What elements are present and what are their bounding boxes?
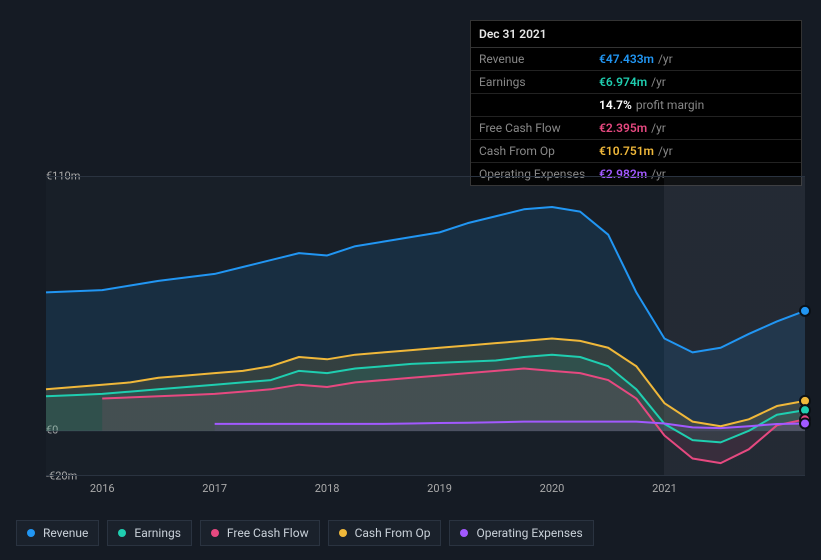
legend-item[interactable]: Operating Expenses <box>449 520 593 546</box>
tooltip-label <box>479 98 599 112</box>
legend-dot-icon <box>211 529 219 537</box>
legend-label: Earnings <box>134 526 181 540</box>
tooltip-row: Free Cash Flow€2.395m/yr <box>471 117 801 140</box>
legend-dot-icon <box>339 529 347 537</box>
legend-label: Revenue <box>43 526 88 540</box>
legend-item[interactable]: Cash From Op <box>328 520 442 546</box>
legend-dot-icon <box>118 529 126 537</box>
legend-bar: Revenue Earnings Free Cash Flow Cash From O… <box>16 520 594 546</box>
x-axis-tick: 2020 <box>540 482 565 495</box>
tooltip-value: €10.751m/yr <box>599 144 673 158</box>
legend-dot-icon <box>460 529 468 537</box>
tooltip-value: €47.433m/yr <box>599 52 673 66</box>
legend-item[interactable]: Free Cash Flow <box>200 520 320 546</box>
series-end-dot <box>800 418 810 428</box>
legend-dot-icon <box>27 529 35 537</box>
tooltip-value: €2.395m/yr <box>599 121 666 135</box>
x-axis-tick: 2016 <box>90 482 115 495</box>
x-axis-tick: 2019 <box>427 482 452 495</box>
tooltip-row: Earnings€6.974m/yr <box>471 71 801 94</box>
legend-label: Free Cash Flow <box>227 526 309 540</box>
chart-area: €110m€0-€20m 201620172018201920202021 <box>16 160 805 500</box>
tooltip-label: Cash From Op <box>479 144 599 158</box>
tooltip-label: Earnings <box>479 75 599 89</box>
tooltip-label: Revenue <box>479 52 599 66</box>
chart-svg <box>46 177 805 475</box>
legend-label: Cash From Op <box>355 526 431 540</box>
series-end-dot <box>800 306 810 316</box>
tooltip-value: 14.7%profit margin <box>599 98 704 112</box>
legend-item[interactable]: Revenue <box>16 520 99 546</box>
tooltip-row: Revenue€47.433m/yr <box>471 48 801 71</box>
tooltip-date: Dec 31 2021 <box>471 21 801 48</box>
tooltip-value: €6.974m/yr <box>599 75 666 89</box>
tooltip-label: Free Cash Flow <box>479 121 599 135</box>
tooltip-row: 14.7%profit margin <box>471 94 801 117</box>
x-axis-tick: 2017 <box>202 482 227 495</box>
plot-area[interactable] <box>46 176 805 476</box>
x-axis-tick: 2018 <box>315 482 340 495</box>
legend-label: Operating Expenses <box>476 526 582 540</box>
x-axis: 2016 2017 2018 2019 2020 2021 <box>46 476 805 496</box>
x-axis-tick: 2021 <box>652 482 677 495</box>
legend-item[interactable]: Earnings <box>107 520 192 546</box>
